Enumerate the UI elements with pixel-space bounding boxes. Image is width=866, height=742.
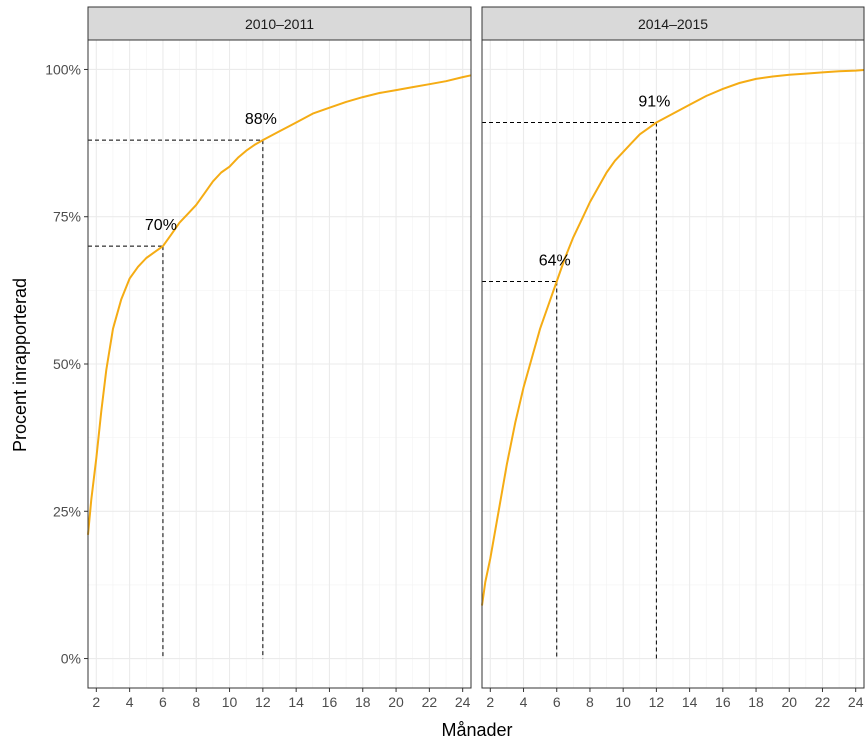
x-axis-title: Månader [441, 720, 512, 740]
x-tick-label: 22 [422, 694, 438, 710]
x-tick-label: 10 [615, 694, 631, 710]
y-tick-label: 50% [53, 356, 81, 372]
x-tick-label: 6 [553, 694, 561, 710]
y-tick-label: 0% [61, 651, 81, 667]
x-tick-label: 18 [355, 694, 371, 710]
facet-strip-label: 2010–2011 [245, 16, 314, 32]
x-tick-label: 8 [586, 694, 594, 710]
data-label: 70% [145, 217, 177, 234]
data-label: 91% [638, 93, 670, 110]
x-tick-label: 20 [388, 694, 404, 710]
x-tick-label: 12 [649, 694, 665, 710]
x-tick-label: 20 [781, 694, 797, 710]
x-tick-label: 16 [322, 694, 338, 710]
x-tick-label: 24 [455, 694, 471, 710]
x-tick-label: 22 [815, 694, 831, 710]
facet-strip [87, 6, 472, 41]
data-label: 64% [539, 253, 571, 270]
x-tick-label: 8 [192, 694, 200, 710]
series-line [87, 74, 472, 535]
x-tick-label: 2 [92, 694, 100, 710]
y-tick-label: 100% [45, 61, 81, 77]
x-tick-label: 16 [715, 694, 731, 710]
x-tick-label: 14 [682, 694, 698, 710]
panel-border [481, 39, 865, 689]
x-tick-label: 24 [848, 694, 864, 710]
series-line [481, 69, 865, 606]
x-tick-label: 18 [748, 694, 764, 710]
x-tick-label: 4 [126, 694, 134, 710]
data-label: 88% [245, 111, 277, 128]
x-tick-label: 6 [159, 694, 167, 710]
x-tick-label: 4 [520, 694, 528, 710]
y-axis-title: Procent inrapporterad [10, 278, 30, 452]
y-tick-label: 75% [53, 209, 81, 225]
x-tick-label: 12 [255, 694, 271, 710]
x-tick-label: 10 [222, 694, 238, 710]
y-axis: 0% 25% 50% 75% 100% [45, 61, 88, 667]
x-tick-label: 2 [486, 694, 494, 710]
facet-strip-label: 2014–2015 [638, 16, 708, 32]
y-tick-label: 25% [53, 503, 81, 519]
x-tick-label: 14 [288, 694, 304, 710]
